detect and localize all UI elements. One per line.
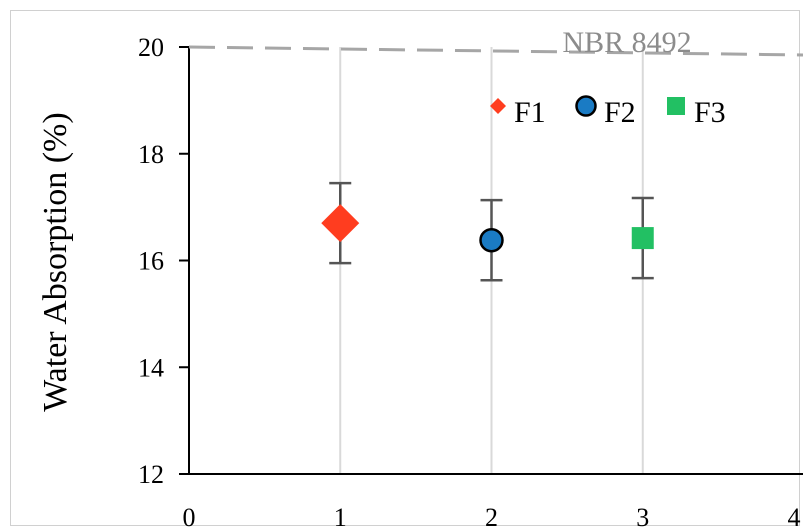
legend-marker-F3 <box>667 97 685 115</box>
chart-frame <box>10 10 800 526</box>
legend: F1 F2 F3 <box>490 95 726 129</box>
y-tick-label: 16 <box>138 247 164 276</box>
x-tick-label: 0 <box>183 503 196 528</box>
reference-line-group: NBR 8492 <box>188 26 803 59</box>
legend-label-F2: F2 <box>604 96 636 129</box>
data-point-F2 <box>479 227 504 253</box>
legend-marker-F2 <box>575 95 597 117</box>
x-tick-label: 1 <box>334 503 347 528</box>
y-tick-label: 20 <box>138 33 164 62</box>
data-point-F1 <box>321 204 360 243</box>
data-points <box>321 204 654 253</box>
y-ticks: 12 14 16 18 20 <box>138 33 189 489</box>
y-axis-label: Water Absorption (%) <box>37 112 74 411</box>
legend-label-F1: F1 <box>514 96 546 129</box>
x-ticks: 0 1 2 3 4 <box>183 503 801 528</box>
legend-label-F3: F3 <box>694 96 726 129</box>
reference-line <box>188 45 803 57</box>
y-tick-label: 14 <box>138 353 164 382</box>
reference-line-label: NBR 8492 <box>562 26 691 59</box>
y-tick-label: 12 <box>138 460 164 489</box>
data-point-F3 <box>631 227 654 250</box>
y-tick-label: 18 <box>138 140 164 169</box>
x-tick-label: 3 <box>636 503 649 528</box>
x-tick-label: 2 <box>485 503 498 528</box>
legend-marker-F1 <box>490 98 506 114</box>
x-tick-label: 4 <box>788 503 801 528</box>
